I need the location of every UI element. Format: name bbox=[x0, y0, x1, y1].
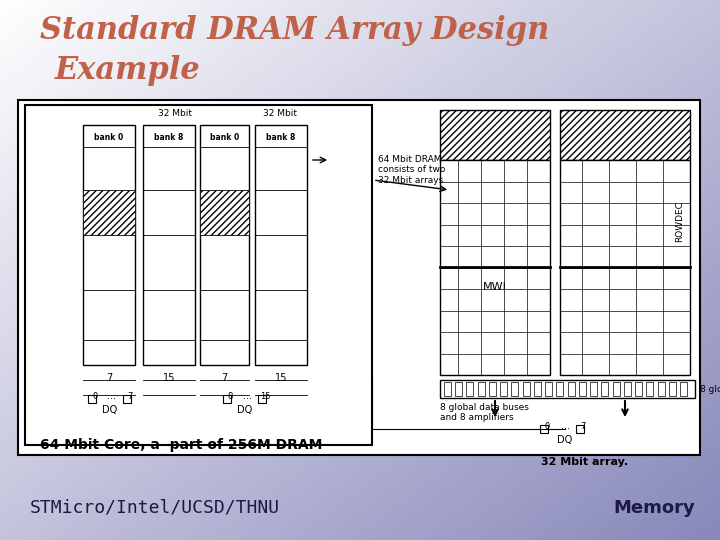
Text: MWI: MWI bbox=[483, 282, 507, 292]
Bar bbox=[540, 425, 548, 433]
Text: ROWDEC: ROWDEC bbox=[675, 201, 685, 242]
Text: 7: 7 bbox=[106, 373, 112, 383]
Text: 32 Mbit: 32 Mbit bbox=[158, 109, 192, 118]
Bar bbox=[657, 382, 665, 396]
Text: bank 0: bank 0 bbox=[210, 132, 239, 141]
Bar bbox=[500, 382, 507, 396]
Text: ...: ... bbox=[560, 421, 570, 431]
Text: 32 Mbit array.: 32 Mbit array. bbox=[541, 457, 629, 467]
Text: 15: 15 bbox=[260, 392, 270, 401]
Text: 7: 7 bbox=[221, 373, 228, 383]
Bar bbox=[624, 382, 631, 396]
Bar bbox=[455, 382, 462, 396]
Text: ...: ... bbox=[243, 391, 251, 401]
Text: bank 8: bank 8 bbox=[154, 132, 184, 141]
Text: 32 Mbit: 32 Mbit bbox=[263, 109, 297, 118]
Text: ...: ... bbox=[107, 391, 117, 401]
Bar bbox=[560, 160, 690, 375]
Bar bbox=[635, 382, 642, 396]
Bar bbox=[523, 382, 530, 396]
Bar bbox=[545, 382, 552, 396]
Bar bbox=[25, 105, 372, 445]
Bar bbox=[467, 382, 474, 396]
Bar bbox=[223, 395, 231, 403]
Bar bbox=[123, 395, 131, 403]
Text: 64 Mbit Core, a  part of 256M DRAM: 64 Mbit Core, a part of 256M DRAM bbox=[40, 438, 323, 452]
Bar bbox=[613, 382, 620, 396]
Bar bbox=[601, 382, 608, 396]
Bar bbox=[579, 382, 586, 396]
Bar bbox=[143, 125, 195, 365]
Text: 7: 7 bbox=[580, 422, 585, 431]
Bar bbox=[534, 382, 541, 396]
Text: 15: 15 bbox=[163, 373, 175, 383]
Bar bbox=[477, 382, 485, 396]
Text: Standard DRAM Array Design: Standard DRAM Array Design bbox=[40, 15, 549, 46]
Text: 64 Mbit DRAM
consists of two
32 Mbit arrays: 64 Mbit DRAM consists of two 32 Mbit arr… bbox=[378, 155, 446, 185]
Bar bbox=[83, 190, 135, 235]
Bar bbox=[680, 382, 687, 396]
Text: STMicro/Intel/UCSD/THNU: STMicro/Intel/UCSD/THNU bbox=[30, 499, 280, 517]
Bar bbox=[511, 382, 518, 396]
Bar bbox=[83, 125, 135, 365]
Text: 0: 0 bbox=[544, 422, 549, 431]
Bar bbox=[444, 382, 451, 396]
Text: DQ: DQ bbox=[557, 435, 572, 445]
Bar bbox=[576, 425, 584, 433]
Bar bbox=[440, 160, 550, 375]
Text: 8: 8 bbox=[228, 392, 233, 401]
Bar bbox=[200, 190, 249, 235]
Text: Memory: Memory bbox=[613, 499, 695, 517]
Bar bbox=[255, 125, 307, 365]
Bar bbox=[489, 382, 496, 396]
Bar bbox=[557, 382, 563, 396]
Bar bbox=[258, 395, 266, 403]
Text: 7: 7 bbox=[127, 392, 132, 401]
Text: DQ: DQ bbox=[102, 405, 117, 415]
Text: 8 global data buses: 8 global data buses bbox=[700, 384, 720, 394]
Text: 15: 15 bbox=[275, 373, 287, 383]
Text: DQ: DQ bbox=[238, 405, 253, 415]
Text: Example: Example bbox=[55, 55, 201, 86]
Bar bbox=[88, 395, 96, 403]
Bar bbox=[567, 382, 575, 396]
Bar bbox=[590, 382, 597, 396]
Text: 8 global data buses
and 8 amplifiers: 8 global data buses and 8 amplifiers bbox=[440, 403, 529, 422]
Bar bbox=[440, 110, 550, 160]
Bar bbox=[200, 125, 249, 365]
Bar bbox=[440, 380, 695, 398]
Text: 0: 0 bbox=[92, 392, 98, 401]
Text: bank 0: bank 0 bbox=[94, 132, 124, 141]
Bar bbox=[669, 382, 676, 396]
Bar bbox=[18, 100, 700, 455]
Bar bbox=[647, 382, 653, 396]
Bar bbox=[560, 110, 690, 160]
Text: bank 8: bank 8 bbox=[266, 132, 296, 141]
